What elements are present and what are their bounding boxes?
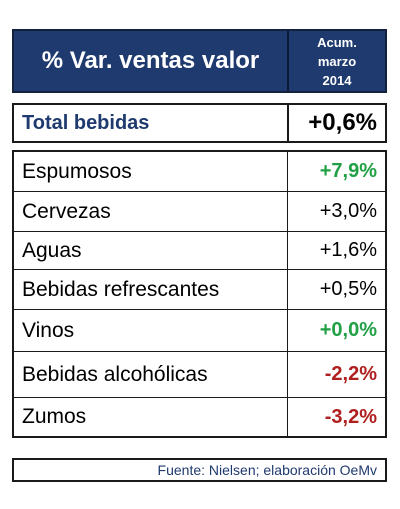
header-period: Acum. marzo 2014 — [289, 31, 385, 91]
table-row: Bebidas refrescantes +0,5% — [14, 270, 385, 310]
header-period-line1: Acum. — [317, 34, 357, 50]
row-value: +0,5% — [319, 278, 377, 300]
table-header: % Var. ventas valor Acum. marzo 2014 — [12, 29, 387, 93]
row-category: Bebidas refrescantes — [14, 270, 288, 309]
row-category: Espumosos — [14, 152, 288, 191]
total-label: Total bebidas — [14, 105, 289, 141]
row-category: Cervezas — [14, 192, 288, 231]
row-value: +1,6% — [319, 239, 377, 261]
table-row: Cervezas +3,0% — [14, 192, 385, 232]
total-row: Total bebidas +0,6% — [12, 103, 387, 143]
table-row: Aguas +1,6% — [14, 232, 385, 270]
table-row: Vinos +0,0% — [14, 310, 385, 352]
category-table: Espumosos +7,9% Cervezas +3,0% Aguas +1,6% Beb… — [12, 150, 387, 438]
table-row: Espumosos +7,9% — [14, 152, 385, 192]
table-row: Bebidas alcohólicas -2,2% — [14, 352, 385, 398]
table-row: Zumos -3,2% — [14, 398, 385, 436]
row-value: +7,9% — [319, 160, 377, 182]
row-category: Aguas — [14, 232, 288, 269]
header-title: % Var. ventas valor — [14, 31, 289, 91]
row-category: Vinos — [14, 310, 288, 351]
row-value: -2,2% — [324, 363, 377, 385]
total-value: +0,6% — [308, 109, 377, 136]
row-value: +3,0% — [319, 200, 377, 222]
row-value: +0,0% — [319, 319, 377, 341]
header-period-line2: marzo — [317, 53, 357, 69]
header-period-line3: 2014 — [322, 72, 352, 88]
row-value: -3,2% — [324, 405, 377, 428]
source-note: Fuente: Nielsen; elaboración OeMv — [12, 458, 387, 482]
row-category: Zumos — [14, 398, 288, 436]
row-category: Bebidas alcohólicas — [14, 352, 288, 397]
